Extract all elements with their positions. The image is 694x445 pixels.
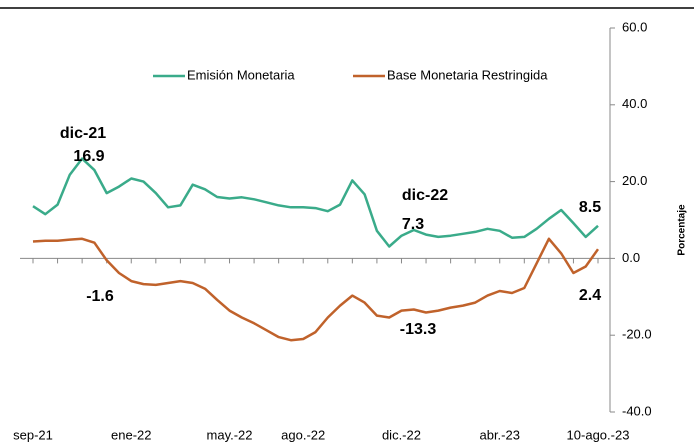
x-tick-label: ago.-22 — [281, 427, 325, 442]
line-series — [32, 237, 600, 342]
annotation: 2.4 — [579, 287, 601, 304]
line-series — [32, 157, 599, 248]
y-tick-label: 20.0 — [622, 173, 647, 188]
x-tick-label: may.-22 — [207, 427, 253, 442]
annotation: dic-21 — [60, 125, 106, 142]
x-tick-label: dic.-22 — [382, 427, 421, 442]
annotation: 7.3 — [402, 216, 424, 233]
y-tick-label: 0.0 — [622, 250, 640, 265]
legend-label: Base Monetaria Restringida — [387, 67, 548, 82]
x-tick-label: abr.-23 — [479, 427, 519, 442]
y-tick-label: 40.0 — [622, 96, 647, 111]
y-axis-label: Porcentaje — [677, 204, 688, 256]
annotation: 16.9 — [73, 148, 104, 165]
y-tick-label: -20.0 — [622, 327, 652, 342]
annotation: -1.6 — [86, 288, 114, 305]
annotation: -13.3 — [400, 321, 437, 338]
x-tick-label: 10-ago.-23 — [567, 427, 630, 442]
y-tick-label: -40.0 — [622, 403, 652, 418]
annotation: 8.5 — [579, 199, 601, 216]
x-tick-label: sep-21 — [13, 427, 53, 442]
annotation: dic-22 — [402, 187, 448, 204]
x-tick-label: ene-22 — [111, 427, 151, 442]
legend-label: Emisión Monetaria — [187, 67, 295, 82]
y-tick-label: 60.0 — [622, 19, 647, 34]
